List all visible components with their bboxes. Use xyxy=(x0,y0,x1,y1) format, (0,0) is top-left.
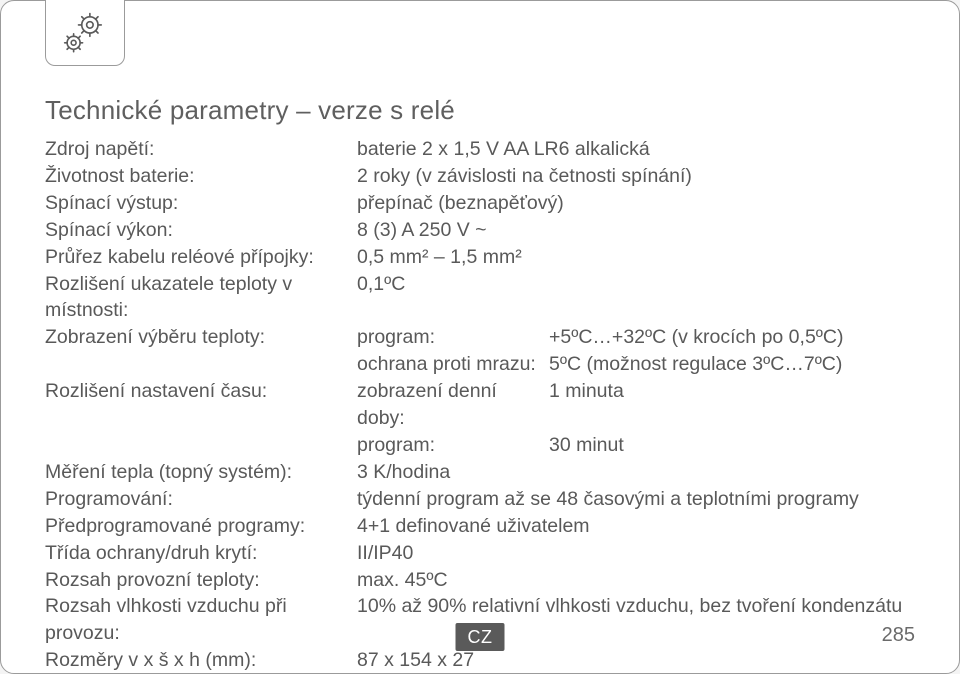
spec-row: Rozlišení ukazatele teploty v místnosti:… xyxy=(45,271,915,325)
gears-icon xyxy=(45,0,125,66)
spec-value: 2 roky (v závislosti na četnosti spínání… xyxy=(357,163,915,190)
spec-label: Měření tepla (topný systém): xyxy=(45,459,357,486)
spec-label: Spínací výstup: xyxy=(45,190,357,217)
spec-label xyxy=(45,432,357,459)
spec-row: Programování:týdenní program až se 48 ča… xyxy=(45,486,915,513)
spec-value: 3 K/hodina xyxy=(357,459,915,486)
spec-label xyxy=(45,351,357,378)
spec-label: Předprogramované programy: xyxy=(45,513,357,540)
content: Technické parametry – verze s relé Zdroj… xyxy=(45,95,915,674)
spec-label: Rozlišení nastavení času: xyxy=(45,378,357,432)
spec-row: Předprogramované programy:4+1 definované… xyxy=(45,513,915,540)
spec-value: 4+1 definované uživatelem xyxy=(357,513,915,540)
spec-row: Rozlišení nastavení času: zobrazení denn… xyxy=(45,378,915,432)
spec-subkey: program: xyxy=(357,432,549,459)
footer: CZ 285 xyxy=(1,615,959,655)
spec-row: Třída ochrany/druh krytí:II/IP40 xyxy=(45,540,915,567)
spec-subkey: ochrana proti mrazu: xyxy=(357,351,549,378)
spec-label: Životnost baterie: xyxy=(45,163,357,190)
spec-label: Programování: xyxy=(45,486,357,513)
spec-value: 8 (3) A 250 V ~ xyxy=(357,217,915,244)
spec-table: Zdroj napětí:baterie 2 x 1,5 V AA LR6 al… xyxy=(45,136,915,674)
spec-subval: +5ºC…+32ºC (v krocích po 0,5ºC) xyxy=(549,324,915,351)
spec-value: týdenní program až se 48 časovými a tepl… xyxy=(357,486,915,513)
spec-label: Rozsah provozní teploty: xyxy=(45,567,357,594)
spec-label: Zobrazení výběru teploty: xyxy=(45,324,357,351)
section-title: Technické parametry – verze s relé xyxy=(45,95,915,126)
spec-subval: 5ºC (možnost regulace 3ºC…7ºC) xyxy=(549,351,915,378)
spec-subkey: zobrazení denní doby: xyxy=(357,378,549,432)
spec-value: baterie 2 x 1,5 V AA LR6 alkalická xyxy=(357,136,915,163)
spec-row: Životnost baterie:2 roky (v závislosti n… xyxy=(45,163,915,190)
language-badge: CZ xyxy=(456,623,505,651)
spec-label: Třída ochrany/druh krytí: xyxy=(45,540,357,567)
spec-row: Zdroj napětí:baterie 2 x 1,5 V AA LR6 al… xyxy=(45,136,915,163)
spec-subkey: program: xyxy=(357,324,549,351)
spec-value: 0,1ºC xyxy=(357,271,915,325)
spec-label: Spínací výkon: xyxy=(45,217,357,244)
spec-row: Zobrazení výběru teploty: program: +5ºC…… xyxy=(45,324,915,351)
spec-row: Rozsah provozní teploty:max. 45ºC xyxy=(45,567,915,594)
spec-value: II/IP40 xyxy=(357,540,915,567)
spec-value: zobrazení denní doby: 1 minuta xyxy=(357,378,915,432)
spec-value: program: 30 minut xyxy=(357,432,915,459)
spec-value: program: +5ºC…+32ºC (v krocích po 0,5ºC) xyxy=(357,324,915,351)
spec-subval: 30 minut xyxy=(549,432,915,459)
spec-row: program: 30 minut xyxy=(45,432,915,459)
spec-label: Zdroj napětí: xyxy=(45,136,357,163)
spec-row: Spínací výkon:8 (3) A 250 V ~ xyxy=(45,217,915,244)
spec-subval: 1 minuta xyxy=(549,378,915,432)
spec-value: 0,5 mm² – 1,5 mm² xyxy=(357,244,915,271)
spec-row: Spínací výstup:přepínač (beznapěťový) xyxy=(45,190,915,217)
page: Technické parametry – verze s relé Zdroj… xyxy=(0,0,960,674)
spec-row: Průřez kabelu reléové přípojky:0,5 mm² –… xyxy=(45,244,915,271)
spec-value: ochrana proti mrazu: 5ºC (možnost regula… xyxy=(357,351,915,378)
spec-row: Měření tepla (topný systém):3 K/hodina xyxy=(45,459,915,486)
spec-value: max. 45ºC xyxy=(357,567,915,594)
spec-row: ochrana proti mrazu: 5ºC (možnost regula… xyxy=(45,351,915,378)
spec-value: přepínač (beznapěťový) xyxy=(357,190,915,217)
spec-label: Rozlišení ukazatele teploty v místnosti: xyxy=(45,271,357,325)
page-number: 285 xyxy=(882,624,915,647)
spec-label: Průřez kabelu reléové přípojky: xyxy=(45,244,357,271)
